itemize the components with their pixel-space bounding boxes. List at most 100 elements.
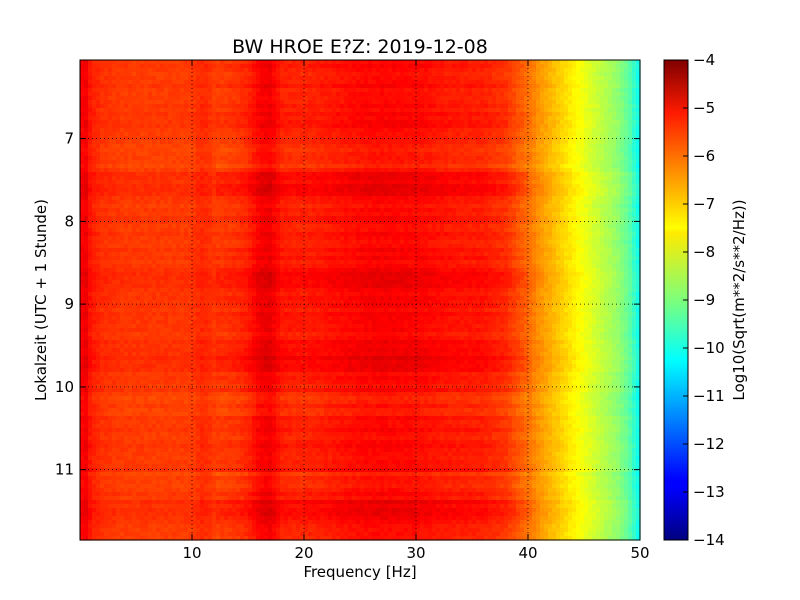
heatmap-cell — [564, 116, 569, 121]
heatmap-cell — [564, 108, 569, 113]
heatmap-cell — [136, 128, 141, 133]
heatmap-cell — [312, 196, 317, 201]
heatmap-cell — [588, 68, 593, 73]
heatmap-cell — [440, 72, 445, 77]
heatmap-cell — [448, 184, 453, 189]
heatmap-cell — [340, 200, 345, 205]
heatmap-cell — [352, 72, 357, 77]
heatmap-cell — [400, 136, 405, 141]
heatmap-cell — [116, 188, 121, 193]
heatmap-cell — [392, 196, 397, 201]
heatmap-cell — [472, 192, 477, 197]
heatmap-cell — [204, 116, 209, 121]
heatmap-cell — [288, 140, 293, 145]
heatmap-cell — [408, 140, 413, 145]
heatmap-cell — [152, 124, 157, 129]
heatmap-cell — [256, 68, 261, 73]
heatmap-cell — [156, 64, 161, 69]
heatmap-cell — [420, 160, 425, 165]
heatmap-cell — [424, 132, 429, 137]
heatmap-cell — [332, 116, 337, 121]
heatmap-cell — [356, 132, 361, 137]
heatmap-cell — [268, 128, 273, 133]
heatmap-cell — [472, 76, 477, 81]
heatmap-cell — [168, 96, 173, 101]
heatmap-cell — [412, 168, 417, 173]
heatmap-cell — [524, 148, 529, 153]
heatmap-cell — [176, 180, 181, 185]
heatmap-cell — [512, 196, 517, 201]
heatmap-cell — [564, 164, 569, 169]
heatmap-cell — [572, 96, 577, 101]
heatmap-cell — [344, 100, 349, 105]
heatmap-cell — [376, 136, 381, 141]
heatmap-cell — [104, 196, 109, 201]
heatmap-cell — [348, 148, 353, 153]
heatmap-cell — [244, 84, 249, 89]
heatmap-cell — [164, 112, 169, 117]
heatmap-cell — [472, 80, 477, 85]
heatmap-cell — [180, 144, 185, 149]
heatmap-cell — [244, 152, 249, 157]
heatmap-cell — [552, 176, 557, 181]
heatmap-cell — [580, 72, 585, 77]
heatmap-cell — [228, 124, 233, 129]
heatmap-cell — [580, 80, 585, 85]
heatmap-cell — [476, 88, 481, 93]
heatmap-cell — [296, 168, 301, 173]
heatmap-cell — [100, 112, 105, 117]
heatmap-cell — [604, 168, 609, 173]
heatmap-cell — [408, 128, 413, 133]
heatmap-cell — [580, 132, 585, 137]
heatmap-cell — [408, 104, 413, 109]
heatmap-cell — [436, 156, 441, 161]
heatmap-cell — [320, 148, 325, 153]
heatmap-cell — [88, 80, 93, 85]
heatmap-cell — [536, 64, 541, 69]
heatmap-cell — [288, 88, 293, 93]
heatmap-cell — [560, 160, 565, 165]
heatmap-cell — [472, 108, 477, 113]
heatmap-cell — [520, 148, 525, 153]
heatmap-cell — [104, 164, 109, 169]
heatmap-cell — [408, 160, 413, 165]
heatmap-cell — [240, 96, 245, 101]
heatmap-cell — [120, 180, 125, 185]
heatmap-cell — [592, 68, 597, 73]
heatmap-cell — [180, 196, 185, 201]
heatmap-cell — [464, 164, 469, 169]
heatmap-cell — [608, 68, 613, 73]
heatmap-cell — [576, 68, 581, 73]
heatmap-cell — [548, 160, 553, 165]
heatmap-cell — [92, 68, 97, 73]
heatmap-cell — [464, 108, 469, 113]
heatmap-cell — [396, 60, 401, 65]
heatmap-cell — [116, 192, 121, 197]
heatmap-cell — [620, 168, 625, 173]
heatmap-cell — [564, 160, 569, 165]
heatmap-cell — [512, 108, 517, 113]
heatmap-cell — [588, 180, 593, 185]
heatmap-cell — [340, 96, 345, 101]
heatmap-cell — [268, 180, 273, 185]
heatmap-cell — [632, 148, 637, 153]
heatmap-cell — [116, 140, 121, 145]
heatmap-cell — [636, 68, 641, 73]
heatmap-cell — [128, 120, 133, 125]
heatmap-cell — [108, 88, 113, 93]
heatmap-cell — [348, 144, 353, 149]
heatmap-cell — [304, 136, 309, 141]
heatmap-cell — [552, 168, 557, 173]
heatmap-cell — [384, 176, 389, 181]
heatmap-cell — [568, 168, 573, 173]
heatmap-cell — [160, 96, 165, 101]
heatmap-cell — [208, 192, 213, 197]
heatmap-cell — [312, 148, 317, 153]
heatmap-cell — [504, 108, 509, 113]
heatmap-cell — [376, 124, 381, 129]
heatmap-cell — [308, 200, 313, 205]
heatmap-cell — [288, 164, 293, 169]
heatmap-cell — [96, 112, 101, 117]
heatmap-cell — [96, 172, 101, 177]
heatmap-cell — [104, 120, 109, 125]
